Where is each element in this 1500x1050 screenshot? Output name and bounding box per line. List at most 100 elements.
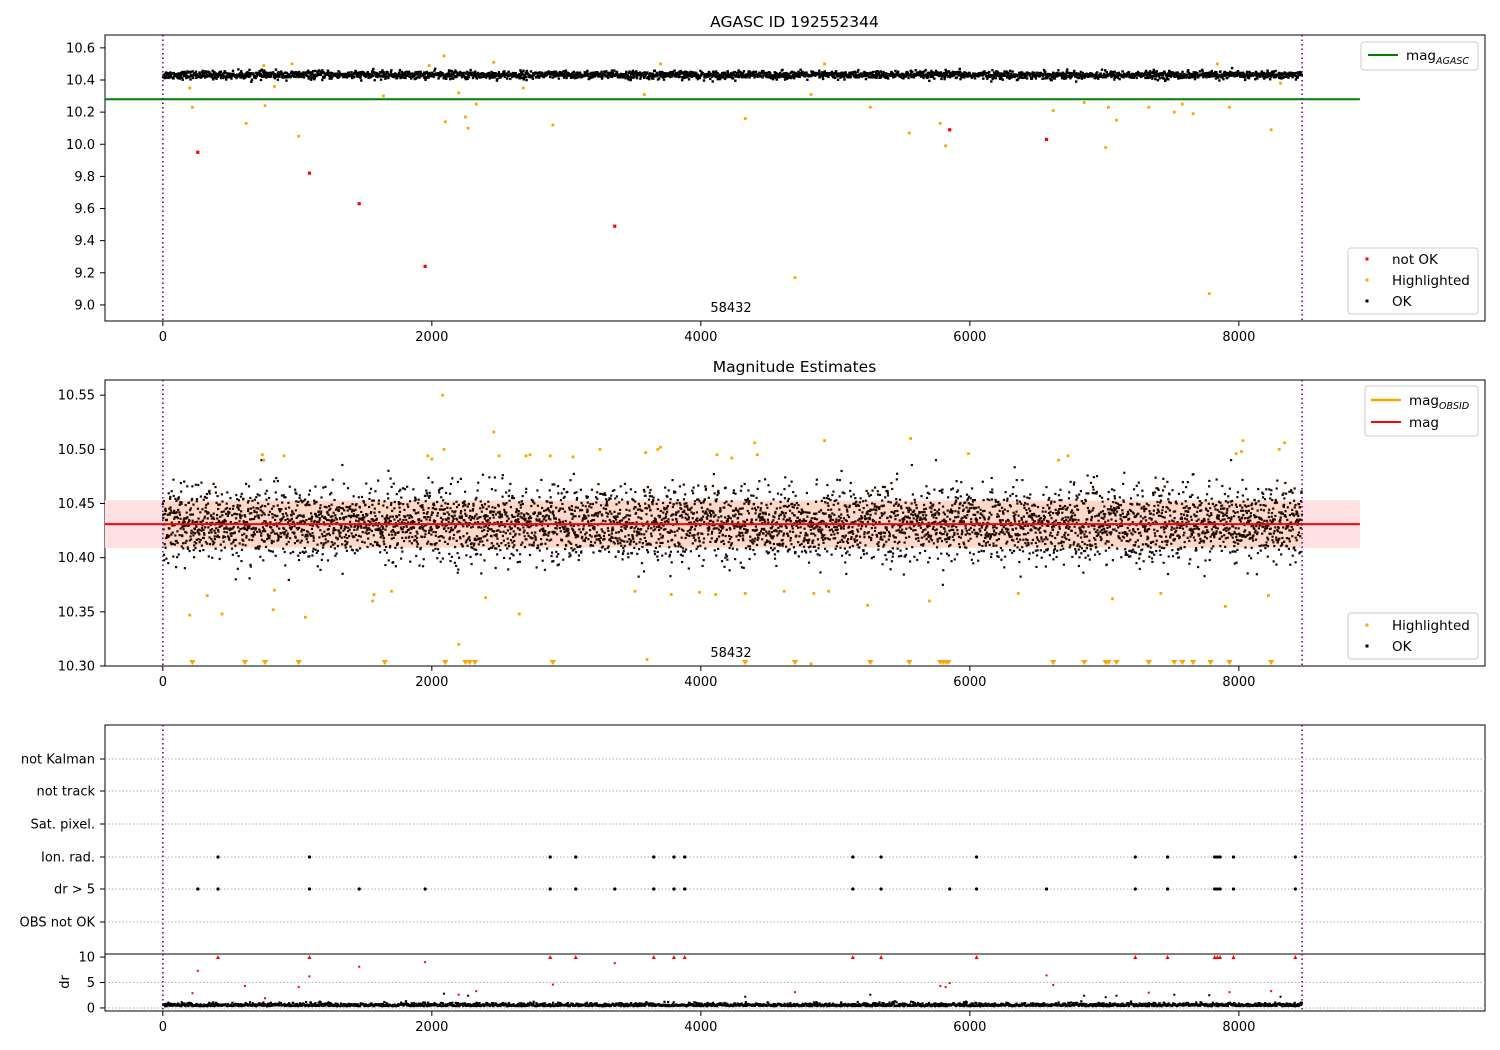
ok-point (182, 542, 185, 545)
ok-point (482, 515, 485, 518)
ok-point (165, 518, 168, 522)
ok-point (171, 511, 174, 514)
ok-point (400, 521, 404, 524)
ok-point (522, 531, 525, 534)
ok-point (1254, 73, 1257, 76)
panel-1-data (105, 35, 1360, 321)
ok-point (585, 74, 588, 77)
ok-point (168, 512, 171, 515)
ok-point (384, 528, 387, 531)
ok-point (1283, 71, 1286, 74)
ok-point (1044, 73, 1048, 77)
p1-ytick-label-4: 9.8 (74, 170, 95, 185)
ok-point (236, 504, 239, 507)
ok-point (314, 501, 317, 504)
ok-point (348, 528, 351, 531)
ok-point (417, 511, 420, 514)
ok-point (671, 70, 675, 74)
ok-point (445, 524, 449, 527)
ok-point (567, 532, 570, 535)
ok-point (302, 515, 305, 518)
ok-point (831, 73, 835, 77)
ok-point (316, 543, 319, 546)
ok-point (333, 542, 336, 545)
ok-point (245, 520, 248, 524)
ok-point (1261, 74, 1265, 77)
ok-point (526, 532, 529, 535)
ok-point (1109, 73, 1112, 76)
ok-point (224, 71, 227, 75)
p1-xtick-label-2: 4000 (684, 330, 717, 345)
ok-point (544, 71, 547, 74)
ok-point (521, 71, 524, 74)
ok-point (258, 528, 261, 531)
ok-point (470, 71, 473, 74)
ok-point (613, 69, 616, 72)
ok-point (480, 526, 483, 529)
ok-point (465, 72, 468, 75)
ok-point (240, 70, 243, 73)
ok-point (520, 543, 523, 546)
ok-point (268, 534, 271, 537)
ok-point (823, 71, 826, 75)
ok-point (512, 554, 515, 557)
ok-point (231, 553, 234, 556)
ok-point (402, 518, 405, 522)
ok-point (774, 75, 778, 78)
ok-point (509, 482, 512, 485)
ok-point (669, 75, 672, 78)
ok-point (437, 525, 440, 528)
ok-point (1004, 74, 1007, 77)
ok-point (1008, 77, 1011, 80)
ok-point (185, 531, 188, 534)
ok-point (422, 558, 425, 561)
ok-point (304, 550, 307, 553)
ok-point (667, 74, 670, 78)
ok-point (1266, 71, 1269, 74)
ok-point (302, 71, 305, 74)
ok-point (276, 73, 279, 76)
ok-point (323, 505, 326, 508)
ok-point (436, 514, 439, 517)
ok-point (330, 77, 333, 80)
ok-point (406, 503, 409, 506)
ok-point (486, 539, 489, 542)
ok-point (317, 526, 320, 529)
ok-point (312, 75, 315, 79)
ok-point (372, 499, 375, 502)
ok-point (574, 515, 577, 518)
ok-point (662, 78, 666, 81)
ok-point (355, 514, 359, 517)
ok-point (892, 75, 896, 78)
ok-point (448, 530, 451, 534)
ok-point (332, 511, 335, 514)
ok-point (647, 75, 650, 79)
ok-point (1100, 68, 1104, 71)
ok-point (306, 541, 309, 544)
ok-point (470, 546, 473, 549)
ok-point (693, 74, 697, 78)
ok-point (586, 72, 590, 76)
ok-point (375, 543, 379, 546)
ok-point (681, 71, 685, 74)
ok-point (1007, 71, 1010, 75)
ok-point (509, 528, 512, 531)
ok-point (489, 73, 493, 77)
ok-point (533, 534, 536, 537)
ok-point (181, 521, 184, 524)
ok-point (205, 496, 208, 500)
ok-point (475, 538, 478, 542)
ok-point (311, 550, 315, 553)
ok-point (1008, 69, 1012, 73)
ok-point (572, 524, 575, 528)
ok-point (466, 544, 469, 547)
ok-point (896, 70, 900, 73)
ok-point (346, 487, 350, 490)
ok-point (1295, 71, 1298, 75)
ok-point (476, 521, 480, 524)
ok-point (486, 515, 489, 518)
ok-point (180, 76, 184, 80)
ok-point (219, 524, 223, 528)
ok-point (1279, 75, 1282, 78)
ok-point (390, 501, 393, 505)
